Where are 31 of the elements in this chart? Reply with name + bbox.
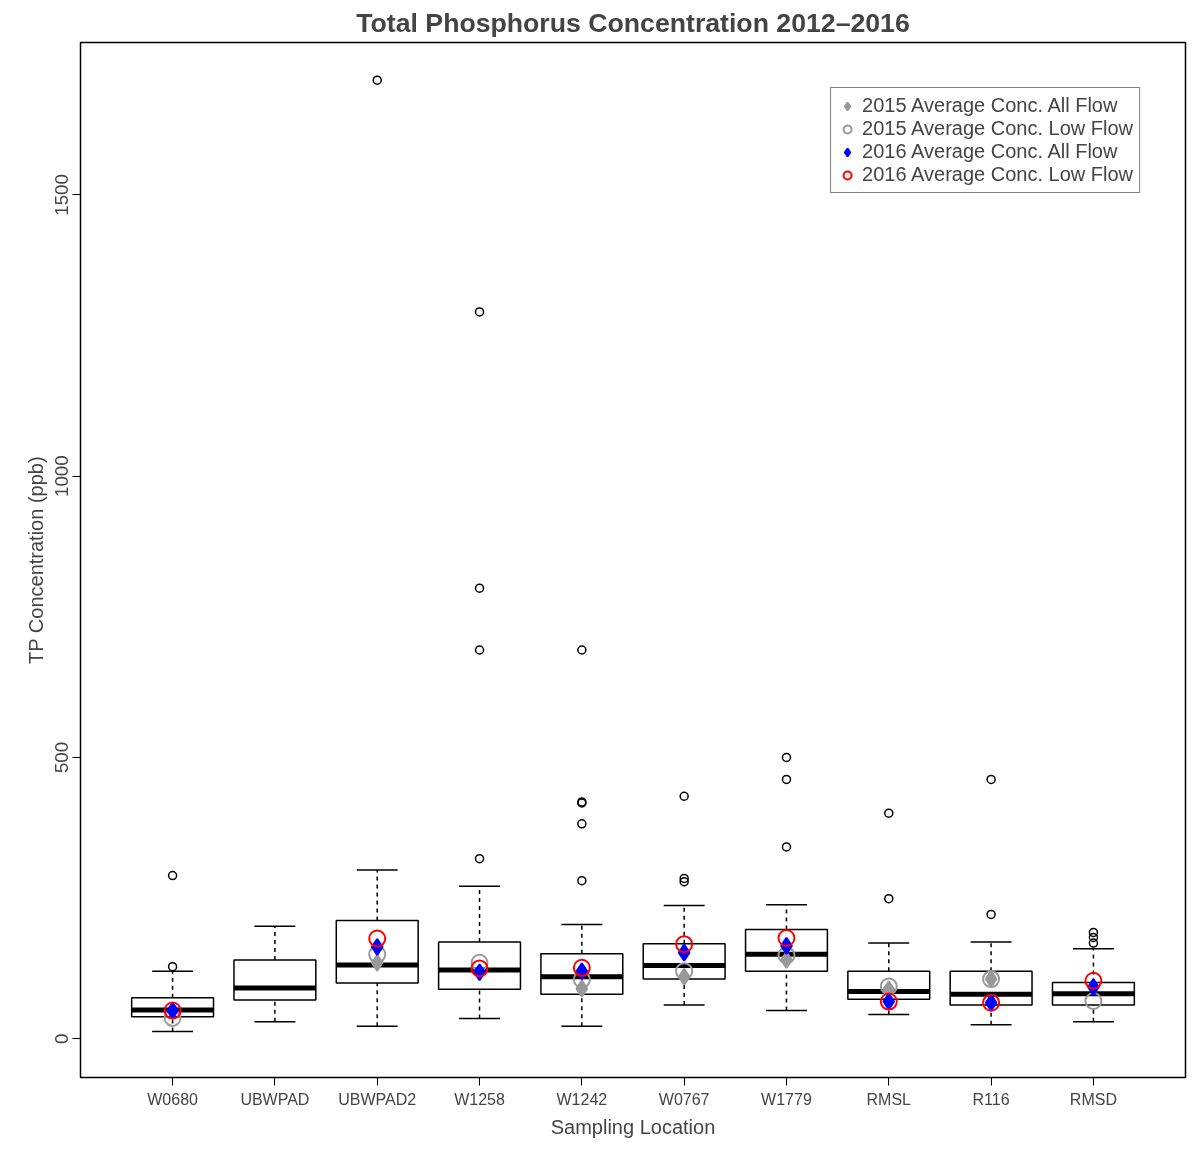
point	[777, 929, 796, 947]
x-tick-label: W0680	[147, 1090, 199, 1108]
x-tick-label: W1258	[454, 1090, 505, 1108]
y-tick-label: 1000	[50, 455, 72, 497]
point	[470, 959, 489, 978]
point	[675, 935, 694, 954]
x-tick-label: W1242	[556, 1090, 608, 1108]
y-tick-label: 0	[50, 1033, 72, 1044]
x-tick-label: UBWPAD2	[338, 1090, 417, 1108]
x-tick-label: RMSD	[1069, 1090, 1117, 1108]
point	[675, 962, 694, 981]
point	[1084, 992, 1103, 1010]
x-axis-title: Sampling Location	[550, 1115, 716, 1138]
legend-label: 2016 Average Conc. Low Flow	[862, 163, 1133, 186]
legend-label: 2015 Average Conc. Low Flow	[862, 117, 1133, 140]
point	[572, 958, 591, 977]
y-tick-label: 1500	[50, 174, 72, 216]
x-tick-label: UBWPAD	[240, 1090, 310, 1108]
y-tick-label: 500	[50, 741, 72, 773]
chart-title: Total Phosphorus Concentration 2012–2016	[356, 7, 910, 38]
point	[368, 929, 387, 948]
x-tick-label: RMSL	[866, 1090, 912, 1108]
legend-label: 2016 Average Conc. All Flow	[862, 140, 1118, 163]
x-tick-label: W1779	[761, 1090, 812, 1108]
x-tick-label: R116	[972, 1090, 1010, 1108]
point	[1084, 971, 1103, 990]
x-tick-label: W0767	[658, 1090, 710, 1108]
y-axis-title: TP Concentration (ppb)	[24, 456, 47, 664]
point	[777, 946, 796, 965]
point	[470, 953, 489, 972]
legend-label: 2015 Average Conc. All Flow	[862, 94, 1118, 117]
